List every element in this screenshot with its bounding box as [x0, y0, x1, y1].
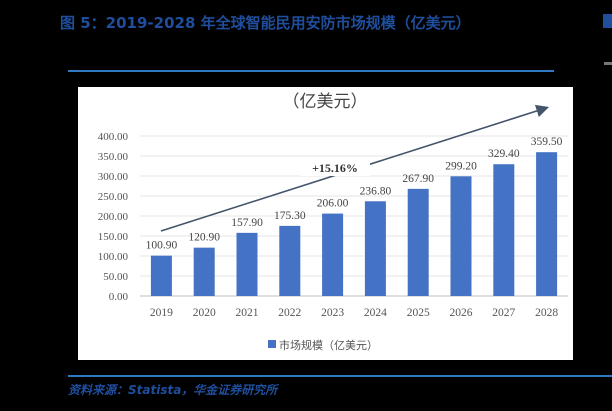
x-tick-label: 2027 — [492, 307, 515, 319]
x-tick-label: 2019 — [150, 307, 173, 319]
y-tick-label: 100.00 — [98, 251, 129, 263]
x-tick-label: 2022 — [278, 307, 301, 319]
bar — [364, 201, 386, 296]
bar-value-label: 236.80 — [360, 185, 392, 197]
bars: 100.90 120.90 157.90 175.30 206.00 236.80 267.… — [146, 136, 563, 296]
adjacent-column-text-fragment — [604, 62, 612, 65]
bar-value-label: 299.20 — [445, 160, 477, 172]
bar-value-label: 157.90 — [231, 217, 263, 229]
title-divider — [68, 70, 554, 72]
chart-panel: （亿美元） 0.00 50.00 100.00 150.00 200.00 250.00 3… — [78, 87, 573, 360]
y-tick-label: 0.00 — [109, 291, 129, 303]
bar-value-label: 100.90 — [146, 240, 178, 252]
bar — [322, 213, 344, 296]
bar-value-label: 120.90 — [188, 232, 220, 244]
x-tick-label: 2023 — [321, 307, 344, 319]
y-tick-label: 400.00 — [98, 131, 129, 143]
bar — [193, 247, 215, 296]
y-tick-label: 250.00 — [98, 191, 129, 203]
bar-value-label: 329.40 — [488, 148, 520, 160]
figure-title: 图 5：2019-2028 年全球智能民用安防市场规模（亿美元） — [60, 14, 471, 32]
y-tick-label: 200.00 — [98, 211, 129, 223]
y-axis-ticks: 0.00 50.00 100.00 150.00 200.00 250.00 300.00 3… — [98, 131, 129, 303]
legend: 市场规模（亿美元） — [268, 338, 378, 352]
cagr-annotation: +15.16% — [312, 161, 358, 175]
adjacent-column-title-fragment — [603, 14, 612, 28]
bar — [236, 232, 258, 296]
source-divider — [68, 375, 612, 377]
bar-value-label: 175.30 — [274, 210, 306, 222]
x-tick-label: 2020 — [193, 307, 216, 319]
bar-value-label: 359.50 — [531, 136, 563, 148]
bar-value-label: 267.90 — [402, 173, 434, 185]
y-tick-label: 350.00 — [98, 151, 129, 163]
bar-chart: （亿美元） 0.00 50.00 100.00 150.00 200.00 250.00 3… — [98, 92, 568, 352]
chart-title: （亿美元） — [283, 92, 368, 111]
bar — [150, 255, 172, 296]
x-tick-label: 2021 — [236, 307, 259, 319]
bar — [536, 152, 558, 296]
bar — [493, 164, 515, 296]
bar — [407, 188, 429, 296]
bar — [450, 176, 472, 296]
bar-value-label: 206.00 — [317, 198, 349, 210]
x-tick-label: 2024 — [364, 307, 387, 319]
x-tick-label: 2025 — [407, 307, 430, 319]
source-note: 资料来源：Statista，华金证券研究所 — [68, 383, 278, 397]
bar — [279, 225, 301, 296]
y-tick-label: 150.00 — [98, 231, 129, 243]
legend-label: 市场规模（亿美元） — [279, 338, 378, 352]
x-tick-label: 2028 — [535, 307, 558, 319]
y-tick-label: 50.00 — [103, 271, 128, 283]
x-axis-labels: 2019 2020 2021 2022 2023 2024 2025 2026 2027 2028 — [150, 307, 558, 319]
y-tick-label: 300.00 — [98, 171, 129, 183]
x-tick-label: 2026 — [450, 307, 473, 319]
legend-swatch — [268, 340, 276, 348]
